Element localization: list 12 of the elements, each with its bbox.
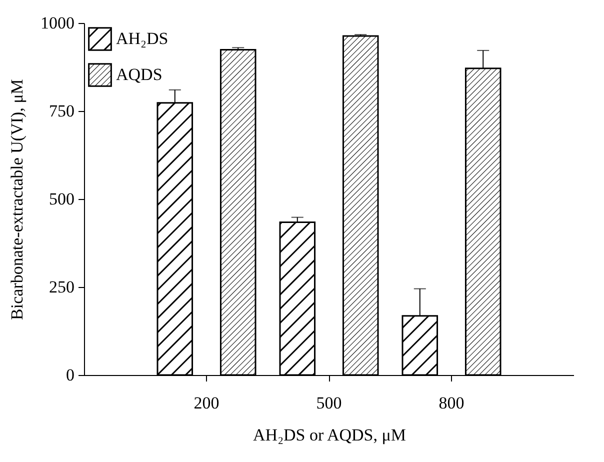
y-tick-label: 250 <box>49 278 74 296</box>
y-tick-label: 500 <box>49 190 74 208</box>
x-tick-label: 500 <box>316 394 342 412</box>
y-tick-label: 750 <box>49 102 74 120</box>
y-axis-title: Bicarbonate-extractable U(VI), μM <box>8 79 26 320</box>
legend-label: AQDS <box>116 65 162 84</box>
y-tick-label: 1000 <box>40 14 74 32</box>
x-axis-title: AH₂DS or AQDS, μM <box>253 426 406 444</box>
y-tick-label: 0 <box>66 366 74 384</box>
x-tick-label: 800 <box>438 394 464 412</box>
x-tick-label: 200 <box>194 394 220 412</box>
legend-label: AH₂DS <box>116 29 168 48</box>
